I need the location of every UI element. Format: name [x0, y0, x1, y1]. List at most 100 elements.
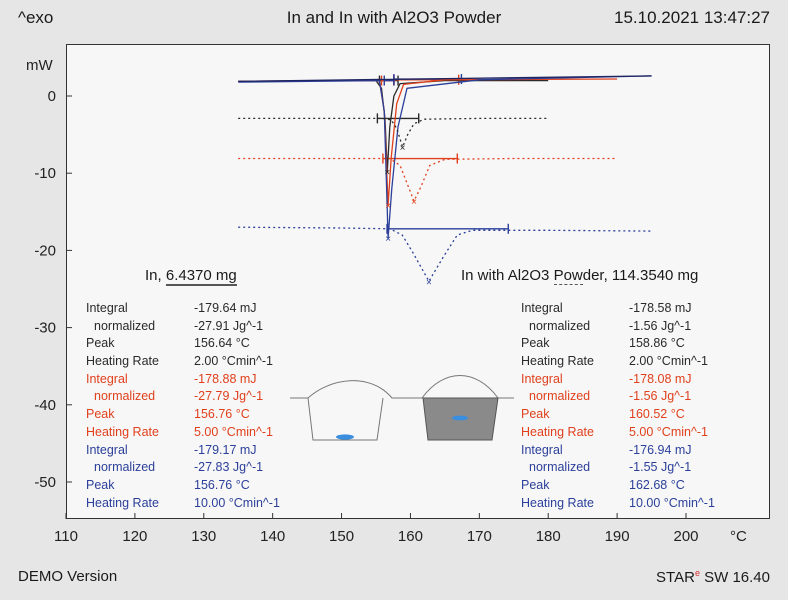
result-row: Peak 156.64 °C — [86, 335, 316, 353]
result-key: Peak — [521, 477, 550, 492]
left-sample-label: In, 6.4370 mg — [145, 267, 237, 286]
indium-droplet-in-powder-icon — [452, 415, 468, 421]
result-value: -27.91 Jg^-1 — [194, 318, 264, 333]
result-value: 160.52 °C — [629, 407, 685, 422]
result-value: 156.64 °C — [194, 336, 250, 351]
result-row: Peak 160.52 °C — [521, 406, 761, 424]
result-key: Peak — [86, 477, 115, 492]
result-row: Heating Rate 10.00 °Cmin^-1 — [521, 495, 761, 513]
x-axis-unit-label: °C — [730, 528, 747, 545]
result-value: -179.17 mJ — [194, 442, 257, 457]
result-key: Peak — [86, 407, 115, 422]
result-key: Integral — [86, 301, 128, 315]
dsc-curves — [238, 75, 652, 282]
result-row: Heating Rate 2.00 °Cmin^-1 — [86, 353, 316, 371]
result-key: Integral — [521, 442, 563, 457]
x-tick-label: 170 — [467, 528, 492, 545]
result-value: -179.64 mJ — [194, 301, 257, 315]
baseline-lines — [376, 74, 509, 234]
x-tick-label: 130 — [191, 528, 216, 545]
result-value: 10.00 °Cmin^-1 — [629, 495, 715, 510]
result-key: Heating Rate — [86, 424, 159, 439]
x-tick-label: 110 — [54, 528, 78, 545]
baseline-blue-sample-run — [238, 75, 652, 82]
result-value: -178.08 mJ — [629, 371, 692, 386]
dsc-series-black-dotted — [238, 117, 549, 148]
result-key: Heating Rate — [86, 354, 159, 369]
x-tick-label: 150 — [329, 528, 354, 545]
result-row: normalized -27.83 Jg^-1 — [86, 459, 316, 477]
software-version-number: SW 16.40 — [704, 569, 770, 586]
empty-crucible-icon — [290, 380, 404, 441]
result-value: -1.55 Jg^-1 — [629, 460, 692, 475]
y-tick-label: 0 — [48, 88, 56, 105]
result-row: Heating Rate 5.00 °Cmin^-1 — [86, 424, 316, 442]
result-row: Heating Rate 5.00 °Cmin^-1 — [521, 424, 761, 442]
x-tick-label: 180 — [536, 528, 561, 545]
powder-crucible-icon — [404, 375, 514, 441]
result-value: -1.56 Jg^-1 — [629, 389, 692, 404]
result-row: Integral -178.88 mJ — [86, 371, 316, 389]
y-tick-label: -50 — [34, 474, 56, 491]
peak-marker: × — [411, 197, 417, 208]
result-row: Heating Rate 10.00 °Cmin^-1 — [86, 495, 316, 513]
right-sample-mass: der, 114.3540 mg — [582, 267, 699, 284]
result-value: -1.56 Jg^-1 — [629, 318, 692, 333]
result-row: Integral -179.64 mJ — [86, 300, 316, 318]
result-key: Heating Rate — [521, 354, 594, 369]
peak-marker: × — [426, 277, 432, 288]
result-key: Peak — [86, 336, 115, 351]
result-row: normalized -1.55 Jg^-1 — [521, 459, 761, 477]
result-key: normalized — [529, 460, 591, 475]
result-row: Integral -176.94 mJ — [521, 442, 761, 460]
result-key: normalized — [94, 460, 156, 475]
chart-title: In and In with Al2O3 Powder — [286, 8, 502, 27]
result-value: -178.88 mJ — [194, 371, 257, 386]
y-axis-unit-label: mW — [26, 57, 53, 74]
result-row: Peak 158.86 °C — [521, 335, 761, 353]
axis-ticks: 0 -10 -20 -30 -40 -50 110 120 130 140 150 160 170 180… — [34, 88, 698, 545]
demo-version-label: DEMO Version — [18, 568, 118, 585]
result-key: normalized — [94, 389, 156, 404]
exo-direction-label: ^exo — [18, 8, 54, 27]
result-key: Peak — [521, 336, 550, 351]
result-row: normalized -27.91 Jg^-1 — [86, 318, 316, 336]
result-row: Peak 156.76 °C — [86, 477, 316, 495]
crucible-illustrations — [290, 375, 514, 441]
result-key: normalized — [529, 389, 591, 404]
result-value: 10.00 °Cmin^-1 — [194, 495, 280, 510]
right-sample-name: In with Al2O3 — [461, 267, 554, 284]
dsc-series-red-solid — [238, 78, 618, 206]
result-row: Peak 162.68 °C — [521, 477, 761, 495]
result-key: Integral — [86, 371, 128, 386]
result-key: Integral — [521, 371, 563, 386]
result-key: Heating Rate — [521, 424, 594, 439]
x-tick-label: 190 — [605, 528, 630, 545]
result-value: -27.79 Jg^-1 — [194, 389, 264, 404]
result-value: 5.00 °Cmin^-1 — [194, 424, 273, 439]
result-value: -176.94 mJ — [629, 442, 692, 457]
dsc-series-red-dotted — [238, 157, 618, 202]
peak-marker: × — [385, 234, 391, 245]
result-row: normalized -27.79 Jg^-1 — [86, 388, 316, 406]
right-results-table: Integral -178.58 mJ normalized -1.56 Jg^-1 P… — [521, 300, 761, 512]
result-value: 162.68 °C — [629, 477, 685, 492]
result-value: -178.58 mJ — [629, 301, 692, 315]
x-tick-label: 160 — [398, 528, 423, 545]
dsc-series-blue-dotted — [238, 226, 652, 282]
plot-frame — [66, 44, 770, 519]
result-row: Heating Rate 2.00 °Cmin^-1 — [521, 353, 761, 371]
x-tick-label: 200 — [673, 528, 698, 545]
indium-droplet-icon — [336, 434, 354, 440]
peak-markers: × × × × × × — [384, 143, 432, 288]
result-value: -27.83 Jg^-1 — [194, 460, 264, 475]
star-brand-mark: e — [694, 568, 700, 578]
datetime-stamp: 15.10.2021 13:47:27 — [614, 8, 770, 27]
result-value: 2.00 °Cmin^-1 — [194, 354, 273, 369]
result-value: 158.86 °C — [629, 336, 685, 351]
dsc-series-blue-solid — [238, 75, 652, 239]
y-tick-label: -40 — [34, 397, 56, 414]
peak-marker: × — [400, 143, 406, 154]
x-tick-label: 140 — [260, 528, 285, 545]
result-key: Peak — [521, 407, 550, 422]
